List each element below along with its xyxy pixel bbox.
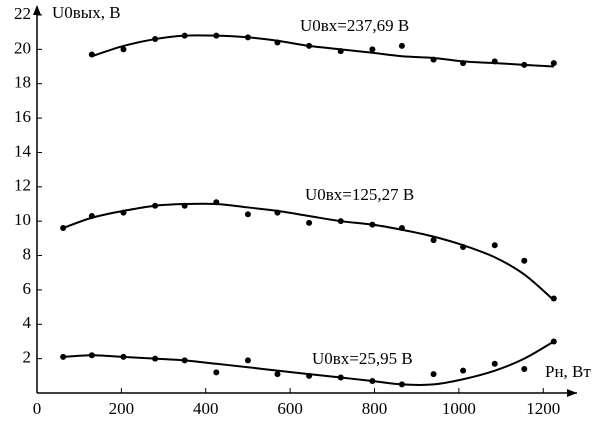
data-point xyxy=(274,371,281,378)
data-point xyxy=(213,369,220,376)
x-axis-label: Pн, Вт xyxy=(545,362,591,381)
y-tick-label: 18 xyxy=(14,73,31,92)
data-point xyxy=(88,352,95,359)
data-point xyxy=(152,202,159,209)
data-point xyxy=(120,209,127,216)
data-point xyxy=(306,42,313,49)
data-point xyxy=(337,374,344,381)
y-tick-label: 16 xyxy=(14,107,31,126)
y-tick-label: 4 xyxy=(23,313,32,332)
data-point xyxy=(430,237,437,244)
y-tick-label: 2 xyxy=(23,348,32,367)
data-point xyxy=(337,48,344,55)
data-point xyxy=(306,372,313,379)
data-point xyxy=(460,367,467,374)
y-tick-label: 14 xyxy=(14,141,32,160)
data-point xyxy=(491,58,498,65)
data-point xyxy=(369,221,376,228)
data-point xyxy=(120,353,127,360)
series-label: U0вх=125,27 В xyxy=(305,185,414,204)
data-point xyxy=(398,42,405,49)
data-point xyxy=(521,257,528,264)
y-tick-label: 8 xyxy=(23,244,32,263)
data-point xyxy=(369,377,376,384)
data-point xyxy=(521,61,528,68)
data-point xyxy=(88,51,95,58)
data-point xyxy=(460,60,467,67)
series-label: U0вх=237,69 В xyxy=(300,16,409,35)
y-axis-arrow xyxy=(33,5,41,15)
data-point xyxy=(244,211,251,218)
data-point xyxy=(181,357,188,364)
data-point xyxy=(60,225,67,232)
data-point xyxy=(181,202,188,209)
data-point xyxy=(274,39,281,46)
data-point xyxy=(521,365,528,372)
y-tick-label: 20 xyxy=(14,38,31,57)
x-tick-label: 400 xyxy=(193,399,219,418)
data-point xyxy=(88,213,95,220)
data-point xyxy=(430,371,437,378)
data-point xyxy=(152,355,159,362)
data-point xyxy=(244,357,251,364)
y-axis-label: U0вых, В xyxy=(52,3,121,22)
x-tick-label: 800 xyxy=(362,399,388,418)
trend-line xyxy=(91,34,554,68)
series-label: U0вх=25,95 В xyxy=(312,349,413,368)
data-point xyxy=(398,225,405,232)
data-point xyxy=(369,46,376,53)
data-point xyxy=(398,381,405,388)
x-tick-label: 200 xyxy=(109,399,135,418)
x-axis-arrow xyxy=(567,389,577,397)
data-point xyxy=(430,56,437,63)
data-point xyxy=(60,353,67,360)
data-point xyxy=(337,218,344,225)
x-tick-label: 1000 xyxy=(442,399,476,418)
data-point xyxy=(213,199,220,206)
data-point xyxy=(491,360,498,367)
data-point xyxy=(181,32,188,39)
y-tick-label: 12 xyxy=(14,176,31,195)
data-point xyxy=(120,46,127,53)
y-tick-label: 6 xyxy=(23,279,32,298)
data-point xyxy=(550,60,557,67)
data-point xyxy=(152,36,159,43)
data-point xyxy=(491,242,498,249)
data-point xyxy=(244,34,251,41)
data-point xyxy=(306,219,313,226)
trend-line xyxy=(62,202,555,301)
data-point xyxy=(550,295,557,302)
x-tick-label: 0 xyxy=(33,399,42,418)
data-point xyxy=(274,209,281,216)
x-tick-label: 600 xyxy=(277,399,303,418)
y-tick-label: 10 xyxy=(14,210,31,229)
data-point xyxy=(460,243,467,250)
x-tick-label: 1200 xyxy=(526,399,560,418)
data-point xyxy=(550,338,557,345)
y-tick-label: 22 xyxy=(14,4,31,23)
data-point xyxy=(213,32,220,39)
